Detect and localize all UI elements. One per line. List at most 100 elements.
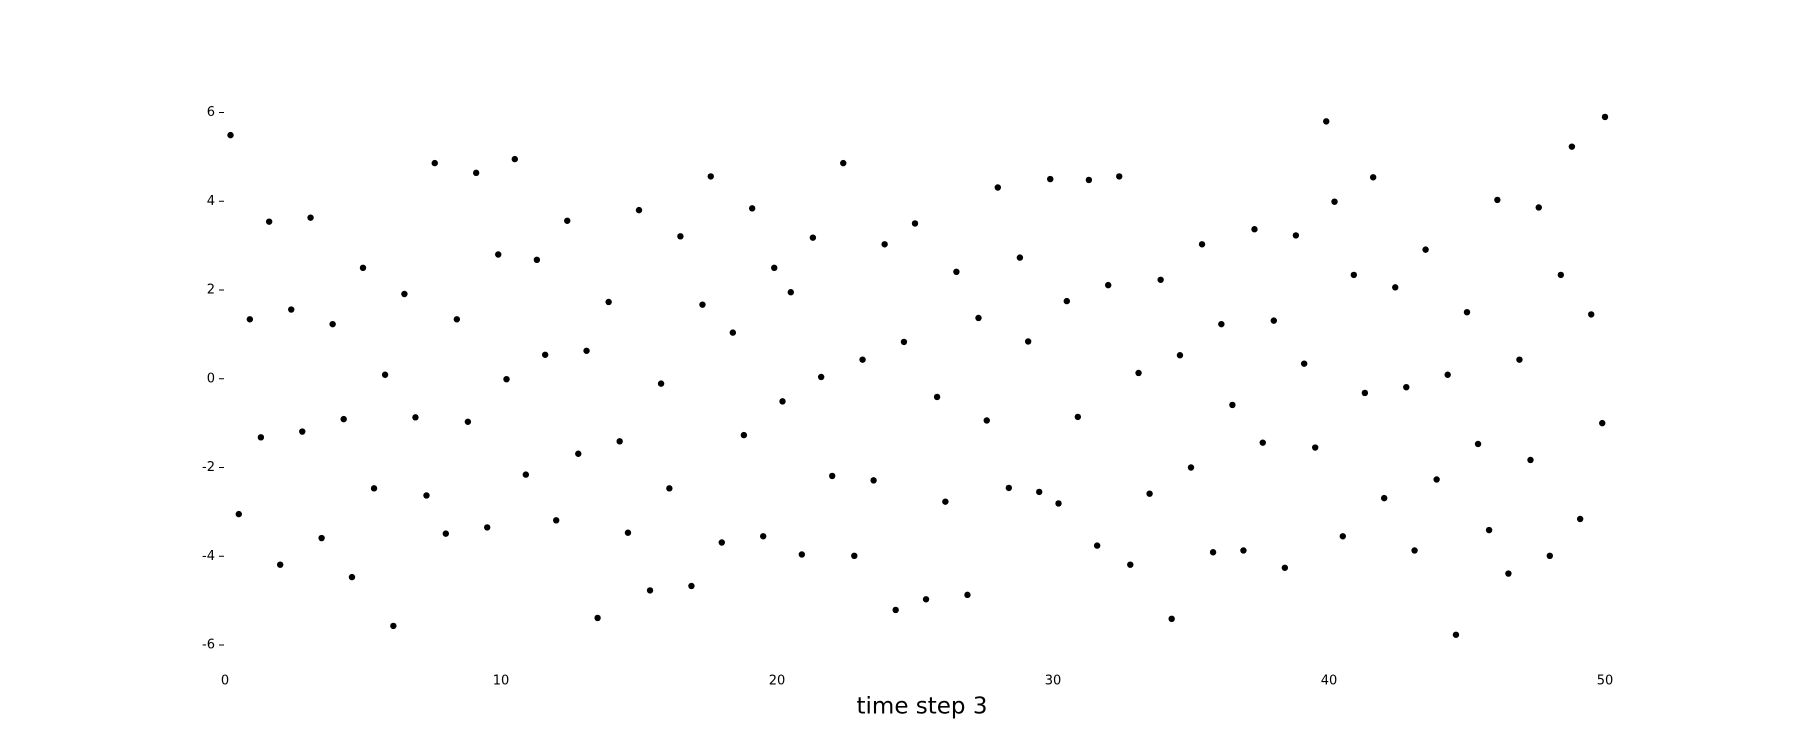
point [983, 417, 990, 424]
point [851, 552, 858, 560]
point [1312, 444, 1319, 451]
y-tick-label: -4 [202, 549, 215, 564]
point [1568, 143, 1576, 150]
point [870, 477, 877, 484]
y-tick-label: -2 [202, 460, 215, 475]
point [953, 268, 960, 276]
point [718, 539, 725, 546]
point [677, 233, 684, 240]
point [1557, 271, 1565, 279]
point [760, 533, 767, 540]
point [1157, 276, 1164, 283]
point [1198, 241, 1206, 248]
point [964, 591, 971, 599]
point [541, 351, 549, 358]
x-tick-label: 40 [1321, 674, 1338, 689]
point [318, 534, 325, 542]
point [699, 301, 706, 308]
y-tick-label: 0 [207, 371, 215, 386]
point [975, 314, 982, 322]
point [1452, 631, 1460, 638]
point [511, 155, 518, 163]
point [1339, 533, 1347, 540]
point [1350, 271, 1358, 279]
point [495, 251, 502, 258]
y-tick-label: 4 [207, 194, 215, 209]
point [624, 529, 632, 536]
x-axis-label: time step 3 [857, 694, 988, 720]
point [484, 524, 491, 531]
point [688, 582, 695, 590]
point [329, 320, 336, 328]
point [1422, 246, 1429, 253]
point [707, 173, 714, 180]
point [1187, 464, 1195, 471]
point [1176, 352, 1184, 359]
point [431, 159, 438, 167]
point [779, 398, 786, 405]
point [1599, 419, 1606, 427]
point [635, 206, 643, 214]
point [575, 450, 582, 457]
point [307, 214, 314, 221]
point [401, 290, 408, 298]
point [1036, 488, 1043, 496]
point [1576, 515, 1584, 523]
point [390, 622, 397, 630]
point [892, 606, 899, 614]
point [740, 431, 748, 439]
point [729, 329, 737, 336]
point [1209, 549, 1217, 556]
point [246, 316, 254, 323]
point [472, 169, 480, 177]
point [381, 371, 389, 378]
point [922, 596, 930, 603]
point [1005, 484, 1013, 492]
point [666, 485, 673, 492]
point [1016, 254, 1024, 261]
x-tick-label: 50 [1597, 674, 1614, 689]
point [1361, 389, 1369, 397]
x-tick-label: 0 [221, 674, 229, 689]
point [227, 131, 234, 139]
point [453, 316, 461, 323]
point [1093, 542, 1101, 549]
point [605, 298, 612, 306]
point [1135, 369, 1142, 377]
point [1323, 118, 1330, 125]
point [277, 561, 284, 568]
point [553, 517, 560, 524]
point [1116, 173, 1123, 180]
point [1433, 476, 1440, 483]
point [1411, 547, 1418, 554]
point [1259, 439, 1266, 446]
point [533, 256, 541, 264]
x-tick-label: 20 [769, 674, 786, 689]
point [1127, 561, 1134, 568]
point [1474, 440, 1482, 448]
point [881, 241, 888, 248]
point [359, 264, 367, 272]
x-tick-label: 10 [493, 674, 510, 689]
point [299, 428, 306, 435]
point [348, 573, 356, 581]
point [1463, 308, 1471, 316]
point [1444, 371, 1451, 378]
point [464, 418, 472, 425]
y-tick-label: 6 [207, 105, 215, 120]
point [1535, 204, 1542, 211]
y-tick-label: -6 [202, 638, 215, 653]
point [646, 587, 654, 594]
point [1168, 615, 1175, 623]
point [442, 530, 449, 537]
point [1392, 284, 1399, 291]
point [1494, 196, 1501, 204]
point [1085, 176, 1093, 184]
point [1063, 297, 1071, 305]
point [1381, 494, 1388, 502]
point [1240, 547, 1247, 554]
point [809, 234, 817, 241]
point [798, 551, 806, 558]
point [1055, 500, 1062, 507]
